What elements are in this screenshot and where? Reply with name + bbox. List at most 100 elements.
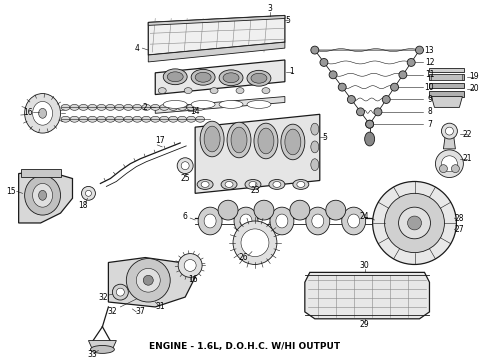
Ellipse shape [297,181,305,188]
Ellipse shape [160,116,169,122]
Ellipse shape [39,108,47,118]
Ellipse shape [391,83,398,91]
Ellipse shape [195,72,211,82]
Bar [429,91,465,96]
Ellipse shape [311,159,319,171]
Ellipse shape [191,100,215,108]
Ellipse shape [124,104,133,111]
Polygon shape [220,212,236,216]
Ellipse shape [249,181,257,188]
Ellipse shape [201,181,209,188]
Polygon shape [432,96,463,107]
Ellipse shape [167,72,183,82]
Polygon shape [148,42,285,62]
Text: 23: 23 [250,186,260,195]
Polygon shape [328,212,343,216]
Text: 8: 8 [427,107,432,116]
Ellipse shape [281,124,305,160]
Ellipse shape [70,104,79,111]
Text: 32: 32 [108,307,117,316]
Text: 33: 33 [88,350,98,359]
Text: 11: 11 [425,70,434,79]
Ellipse shape [311,46,319,54]
Polygon shape [429,68,465,72]
Text: 3: 3 [268,4,272,13]
Ellipse shape [33,184,52,207]
Bar [21,168,61,176]
Ellipse shape [348,214,360,228]
Ellipse shape [306,207,330,235]
Ellipse shape [329,71,337,79]
Ellipse shape [178,116,187,122]
Ellipse shape [269,180,285,189]
Ellipse shape [115,104,124,111]
Polygon shape [256,212,272,216]
Ellipse shape [204,214,216,228]
Text: 25: 25 [180,174,190,183]
Ellipse shape [225,181,233,188]
Ellipse shape [320,58,328,66]
Ellipse shape [311,141,319,153]
Text: 28: 28 [455,213,464,222]
Ellipse shape [221,180,237,189]
Text: 6: 6 [183,212,188,221]
Ellipse shape [338,83,346,91]
Ellipse shape [416,46,423,54]
Text: 7: 7 [427,120,432,129]
Ellipse shape [106,116,115,122]
Ellipse shape [407,58,415,66]
Ellipse shape [441,156,457,172]
Ellipse shape [178,104,187,111]
Ellipse shape [97,104,106,111]
Ellipse shape [262,87,270,94]
Ellipse shape [365,132,375,146]
Ellipse shape [196,104,205,111]
Ellipse shape [408,216,421,230]
Ellipse shape [169,104,178,111]
Ellipse shape [236,87,244,94]
Ellipse shape [372,181,456,265]
Text: 4: 4 [135,44,140,53]
Bar [429,83,465,87]
Polygon shape [89,341,116,350]
Ellipse shape [163,100,187,108]
Ellipse shape [399,71,407,79]
Ellipse shape [116,288,124,296]
Text: 31: 31 [155,302,165,311]
Ellipse shape [258,128,274,154]
Text: ENGINE - 1.6L, D.O.H.C. W/HI OUTPUT: ENGINE - 1.6L, D.O.H.C. W/HI OUTPUT [149,342,341,351]
Ellipse shape [133,116,142,122]
Ellipse shape [151,104,160,111]
Ellipse shape [142,116,151,122]
Text: 12: 12 [425,58,434,67]
Polygon shape [432,74,463,80]
Ellipse shape [191,69,215,85]
Polygon shape [155,60,285,95]
Text: 2: 2 [143,103,147,112]
Ellipse shape [200,121,224,157]
Ellipse shape [151,116,160,122]
Ellipse shape [126,258,170,302]
Ellipse shape [347,95,355,103]
Ellipse shape [97,116,106,122]
Polygon shape [305,273,429,319]
Ellipse shape [273,181,281,188]
Ellipse shape [219,100,243,108]
Ellipse shape [178,253,202,277]
Ellipse shape [198,207,222,235]
Polygon shape [443,134,455,149]
Ellipse shape [254,123,278,159]
Ellipse shape [218,200,238,220]
Text: 1: 1 [290,67,294,76]
Text: 27: 27 [455,225,464,234]
Polygon shape [148,15,285,26]
Polygon shape [155,96,285,113]
Ellipse shape [366,120,374,128]
Ellipse shape [24,176,61,215]
Ellipse shape [79,116,88,122]
Ellipse shape [79,104,88,111]
Text: 37: 37 [135,307,145,316]
Ellipse shape [106,104,115,111]
Ellipse shape [441,123,457,139]
Ellipse shape [39,190,47,200]
